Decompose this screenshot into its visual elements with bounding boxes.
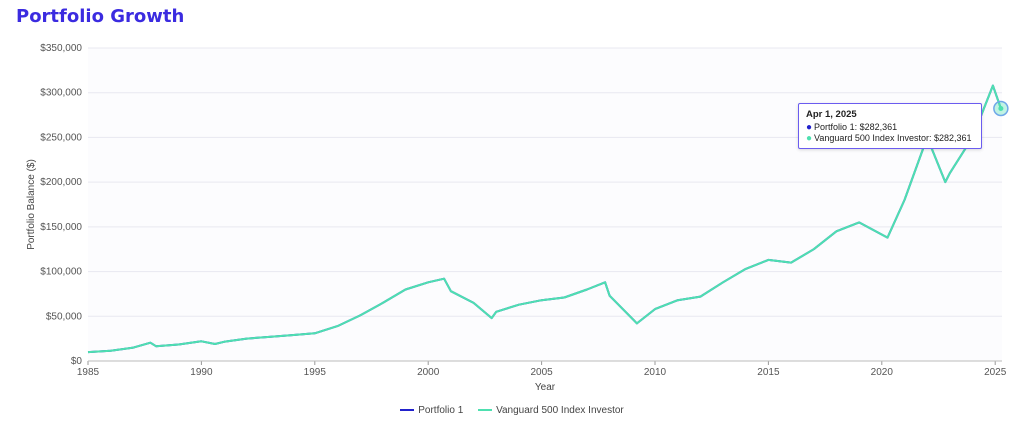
- y-tick-label: $350,000: [40, 43, 82, 54]
- y-tick-label: $200,000: [40, 177, 82, 188]
- portfolio1-swatch-icon: [400, 409, 415, 412]
- y-tick-label: $300,000: [40, 88, 82, 99]
- tooltip-vanguard-value: Vanguard 500 Index Investor: $282,361: [814, 133, 972, 143]
- x-tick-label: 2025: [984, 367, 1007, 378]
- chart-legend: Portfolio 1 Vanguard 500 Index Investor: [0, 405, 1024, 416]
- vanguard-dot-icon: ●: [806, 133, 813, 144]
- tooltip-row-vanguard: ● Vanguard 500 Index Investor: $282,361: [806, 133, 974, 144]
- vanguard-swatch-icon: [478, 409, 493, 412]
- series-line-vanguard: [87, 84, 1002, 354]
- x-tick-label: 2020: [871, 367, 894, 378]
- portfolio1-dot-icon: ●: [806, 122, 813, 133]
- y-tick-label: $100,000: [40, 267, 82, 278]
- x-tick-label: 1990: [190, 367, 213, 378]
- x-tick-label: 2000: [417, 367, 440, 378]
- chart-tooltip: Apr 1, 2025 ● Portfolio 1: $282,361 ● Vang…: [798, 103, 982, 149]
- y-axis-title: Portfolio Balance ($): [26, 159, 37, 250]
- x-axis-title: Year: [535, 382, 556, 393]
- y-tick-label: $250,000: [40, 132, 82, 143]
- tooltip-date: Apr 1, 2025: [806, 109, 857, 120]
- y-tick-label: $50,000: [46, 311, 83, 322]
- tooltip-row-portfolio1: ● Portfolio 1: $282,361: [806, 122, 974, 133]
- legend-label-portfolio1: Portfolio 1: [418, 405, 464, 416]
- tooltip-portfolio1-value: Portfolio 1: $282,361: [814, 122, 898, 132]
- x-tick-label: 2015: [757, 367, 780, 378]
- x-tick-label: 1995: [304, 367, 327, 378]
- legend-item-portfolio1[interactable]: Portfolio 1: [400, 405, 463, 416]
- page-title: Portfolio Growth: [16, 6, 185, 27]
- x-tick-label: 2005: [530, 367, 553, 378]
- x-tick-label: 1985: [77, 367, 100, 378]
- y-tick-label: $0: [71, 356, 83, 367]
- legend-label-vanguard: Vanguard 500 Index Investor: [496, 405, 624, 416]
- x-tick-label: 2010: [644, 367, 667, 378]
- plot-area: [88, 48, 1002, 361]
- hover-marker-point: [998, 105, 1004, 111]
- y-tick-label: $150,000: [40, 222, 82, 233]
- legend-item-vanguard[interactable]: Vanguard 500 Index Investor: [478, 405, 624, 416]
